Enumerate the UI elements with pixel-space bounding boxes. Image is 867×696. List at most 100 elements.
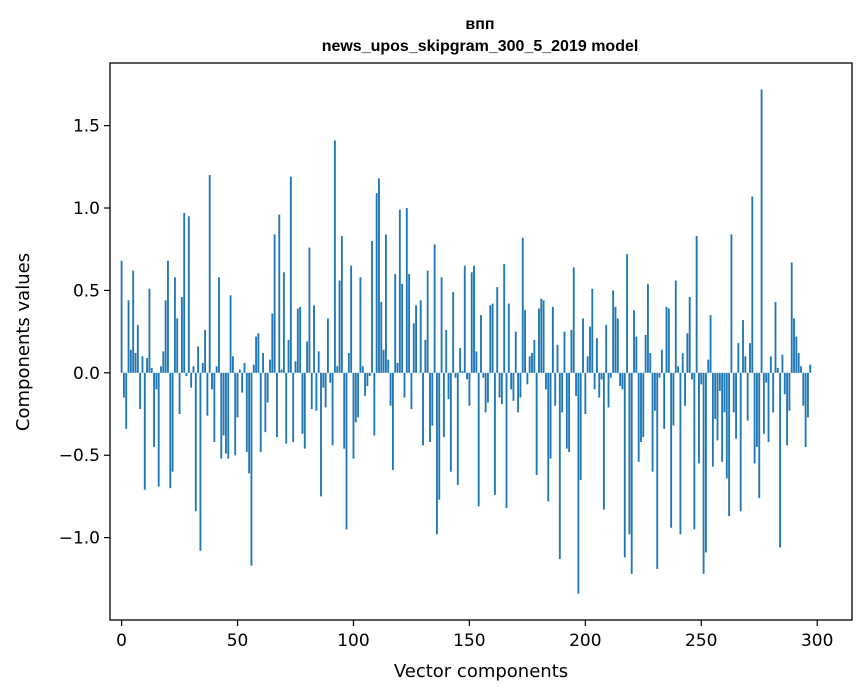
y-tick-label: 0.0 [73,364,100,384]
bar [797,353,800,373]
bar [602,372,605,510]
bar [313,305,315,373]
bar [132,270,135,373]
bar [236,372,239,418]
bar [389,372,392,406]
x-tick-label: 200 [569,631,601,651]
bar [556,344,559,373]
bar [487,372,489,403]
bar [547,372,550,502]
bar [417,372,420,374]
bar [164,300,167,373]
bar [273,234,276,373]
bar [653,372,656,411]
bar [183,212,186,373]
bar [790,262,793,373]
bar [674,280,677,373]
bar [542,300,545,373]
bar [405,208,408,373]
bar [433,244,436,373]
bar [122,372,125,398]
bar [438,372,441,500]
bar [596,338,598,373]
bar [412,323,415,373]
bar [660,349,663,373]
y-axis: −1.0 −0.5 0.0 0.5 1.0 1.5 [59,117,110,549]
bar [672,372,675,426]
bar [714,372,717,419]
bar [143,372,146,490]
bar [357,372,360,418]
bar [586,356,589,373]
bar [575,372,577,396]
bar [644,334,647,373]
bar [213,372,216,443]
bar [456,372,459,485]
bar [197,346,200,373]
bar [431,372,434,426]
bar [526,372,529,385]
bar [187,216,190,373]
bar [698,372,700,464]
bar [245,372,248,452]
bar [693,372,696,530]
bar [169,372,172,489]
bar [695,236,698,373]
bar [753,372,756,464]
bar [505,372,508,508]
bar [493,372,496,495]
bar [347,353,350,373]
bar [774,301,777,373]
bar [538,308,540,373]
bar [563,331,566,373]
bar [524,310,526,373]
bar [243,362,246,373]
bar [630,372,633,574]
bar [561,372,564,413]
bar [447,372,450,400]
bar [677,366,680,373]
y-tick-label: −1.0 [59,529,100,549]
bar [120,260,123,373]
bar [577,372,580,594]
bar [503,264,506,373]
bar [289,176,292,373]
bar [521,237,524,373]
bar [408,273,411,373]
bar [359,277,362,373]
bar [227,372,230,459]
bar [294,361,297,373]
bar [463,265,466,373]
bar [593,372,596,390]
bar [584,372,587,415]
bar [517,372,520,413]
bar [350,265,353,373]
y-tick-label: 1.5 [73,117,100,137]
bar [707,359,710,373]
bar [498,372,501,398]
bar [315,372,318,411]
bar [512,372,515,401]
bar [679,372,682,535]
bar [688,297,691,373]
bar [507,303,510,373]
bar [310,372,313,410]
bar [380,301,383,373]
x-tick-label: 100 [337,631,369,651]
bar [786,372,788,446]
bar [570,329,573,373]
chart-title: впп [465,16,494,33]
bar [285,372,288,444]
bar [222,372,225,436]
bar [554,372,557,406]
bar [282,272,285,373]
bar [218,277,220,373]
bar [167,260,169,373]
bar [225,372,227,454]
chart-subtitle: news_upos_skipgram_300_5_2019 model [322,38,639,55]
bar [665,306,668,373]
bar [614,306,617,373]
bar [141,356,144,373]
bar [364,372,366,396]
bar [623,372,626,558]
